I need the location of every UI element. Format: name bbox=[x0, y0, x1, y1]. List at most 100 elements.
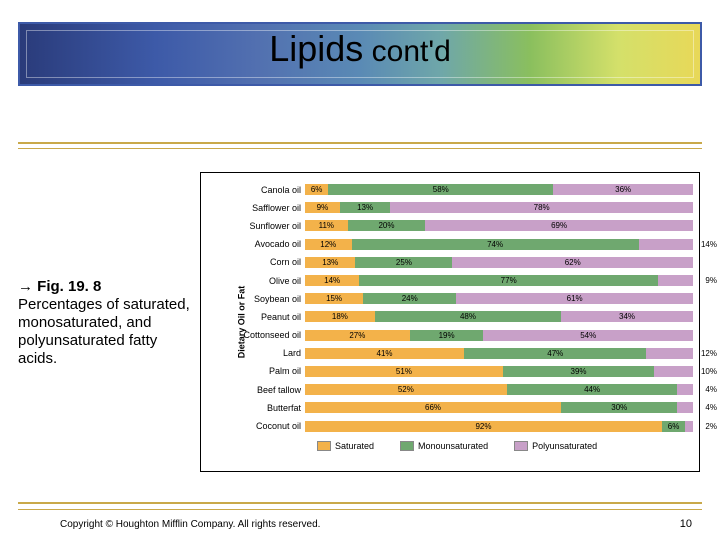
row-label: Lard bbox=[233, 348, 305, 358]
segment-poly: 14% bbox=[639, 239, 693, 250]
segment-poly: 4% bbox=[677, 384, 693, 395]
row-label: Palm oil bbox=[233, 366, 305, 376]
chart-row: Palm oil51%39%10% bbox=[233, 363, 693, 380]
divider-top-2 bbox=[18, 148, 702, 149]
segment-saturated: 51% bbox=[305, 366, 503, 377]
legend-item: Monounsaturated bbox=[400, 441, 488, 451]
chart-row: Sunflower oil11%20%69% bbox=[233, 217, 693, 234]
chart-row: Safflower oil9%13%78% bbox=[233, 199, 693, 216]
segment-poly: 61% bbox=[456, 293, 693, 304]
segment-mono: 77% bbox=[359, 275, 658, 286]
segment-saturated: 15% bbox=[305, 293, 363, 304]
chart-row: Coconut oil92%6%2% bbox=[233, 417, 693, 434]
row-label: Beef tallow bbox=[233, 385, 305, 395]
segment-saturated: 52% bbox=[305, 384, 507, 395]
bar-track: 27%19%54% bbox=[305, 330, 693, 341]
bar-track: 6%58%36% bbox=[305, 184, 693, 195]
segment-mono: 20% bbox=[348, 220, 426, 231]
arrow-icon: → bbox=[18, 278, 33, 295]
copyright-text: Copyright © Houghton Mifflin Company. Al… bbox=[60, 519, 320, 530]
bar-track: 15%24%61% bbox=[305, 293, 693, 304]
segment-poly: 12% bbox=[646, 348, 693, 359]
title-main: Lipids bbox=[269, 28, 363, 69]
segment-poly: 78% bbox=[390, 202, 693, 213]
segment-saturated: 6% bbox=[305, 184, 328, 195]
segment-mono: 13% bbox=[340, 202, 390, 213]
segment-poly: 10% bbox=[654, 366, 693, 377]
bar-track: 9%13%78% bbox=[305, 202, 693, 213]
chart-row: Avocado oil12%74%14% bbox=[233, 236, 693, 253]
segment-mono: 19% bbox=[410, 330, 484, 341]
segment-saturated: 41% bbox=[305, 348, 464, 359]
segment-value-label: 12% bbox=[701, 349, 717, 358]
chart-row: Olive oil14%77%9% bbox=[233, 272, 693, 289]
row-label: Avocado oil bbox=[233, 239, 305, 249]
segment-value-label: 2% bbox=[705, 422, 717, 431]
segment-poly: 4% bbox=[677, 402, 693, 413]
legend-swatch bbox=[514, 441, 528, 451]
chart-row: Butterfat66%30%4% bbox=[233, 399, 693, 416]
chart-row: Peanut oil18%48%34% bbox=[233, 308, 693, 325]
segment-value-label: 14% bbox=[701, 240, 717, 249]
row-label: Peanut oil bbox=[233, 312, 305, 322]
segment-poly: 9% bbox=[658, 275, 693, 286]
segment-saturated: 18% bbox=[305, 311, 375, 322]
divider-bottom-2 bbox=[18, 509, 702, 510]
chart-legend: Saturated Monounsaturated Polyunsaturated bbox=[317, 441, 693, 451]
segment-poly: 2% bbox=[685, 421, 693, 432]
legend-item: Saturated bbox=[317, 441, 374, 451]
chart-row: Soybean oil15%24%61% bbox=[233, 290, 693, 307]
segment-mono: 39% bbox=[503, 366, 654, 377]
chart-container: Dietary Oil or Fat Canola oil6%58%36%Saf… bbox=[200, 172, 700, 472]
row-label: Coconut oil bbox=[233, 421, 305, 431]
bar-track: 41%47%12% bbox=[305, 348, 693, 359]
segment-saturated: 27% bbox=[305, 330, 410, 341]
bar-track: 66%30%4% bbox=[305, 402, 693, 413]
bar-track: 11%20%69% bbox=[305, 220, 693, 231]
bar-track: 92%6%2% bbox=[305, 421, 693, 432]
figure-caption: → Fig. 19. 8 Percentages of saturated, m… bbox=[18, 278, 193, 368]
segment-saturated: 12% bbox=[305, 239, 352, 250]
segment-poly: 62% bbox=[452, 257, 693, 268]
segment-poly: 36% bbox=[553, 184, 693, 195]
bar-track: 13%25%62% bbox=[305, 257, 693, 268]
segment-mono: 6% bbox=[662, 421, 685, 432]
row-label: Butterfat bbox=[233, 403, 305, 413]
segment-mono: 24% bbox=[363, 293, 456, 304]
row-label: Sunflower oil bbox=[233, 221, 305, 231]
figure-number: Fig. 19. 8 bbox=[37, 278, 101, 295]
segment-poly: 54% bbox=[483, 330, 693, 341]
segment-poly: 34% bbox=[561, 311, 693, 322]
segment-value-label: 9% bbox=[705, 276, 717, 285]
row-label: Corn oil bbox=[233, 257, 305, 267]
bar-track: 18%48%34% bbox=[305, 311, 693, 322]
segment-saturated: 14% bbox=[305, 275, 359, 286]
segment-value-label: 4% bbox=[705, 403, 717, 412]
divider-top-1 bbox=[18, 142, 702, 144]
segment-saturated: 13% bbox=[305, 257, 355, 268]
segment-mono: 48% bbox=[375, 311, 561, 322]
chart-row: Beef tallow52%44%4% bbox=[233, 381, 693, 398]
segment-mono: 30% bbox=[561, 402, 677, 413]
bar-track: 14%77%9% bbox=[305, 275, 693, 286]
chart-rows: Canola oil6%58%36%Safflower oil9%13%78%S… bbox=[233, 181, 693, 435]
row-label: Cottonseed oil bbox=[233, 330, 305, 340]
segment-mono: 25% bbox=[355, 257, 452, 268]
chart-row: Cottonseed oil27%19%54% bbox=[233, 327, 693, 344]
row-label: Canola oil bbox=[233, 185, 305, 195]
row-label: Safflower oil bbox=[233, 203, 305, 213]
row-label: Olive oil bbox=[233, 276, 305, 286]
segment-saturated: 9% bbox=[305, 202, 340, 213]
page-number: 10 bbox=[680, 518, 692, 530]
title-sub: cont'd bbox=[372, 35, 451, 68]
legend-label: Monounsaturated bbox=[418, 441, 488, 451]
legend-swatch bbox=[400, 441, 414, 451]
slide-title: Lipids cont'd bbox=[0, 28, 720, 70]
row-label: Soybean oil bbox=[233, 294, 305, 304]
bar-track: 51%39%10% bbox=[305, 366, 693, 377]
legend-label: Polyunsaturated bbox=[532, 441, 597, 451]
legend-label: Saturated bbox=[335, 441, 374, 451]
chart-row: Lard41%47%12% bbox=[233, 345, 693, 362]
segment-value-label: 4% bbox=[705, 385, 717, 394]
caption-text: Percentages of saturated, monosaturated,… bbox=[18, 296, 190, 367]
